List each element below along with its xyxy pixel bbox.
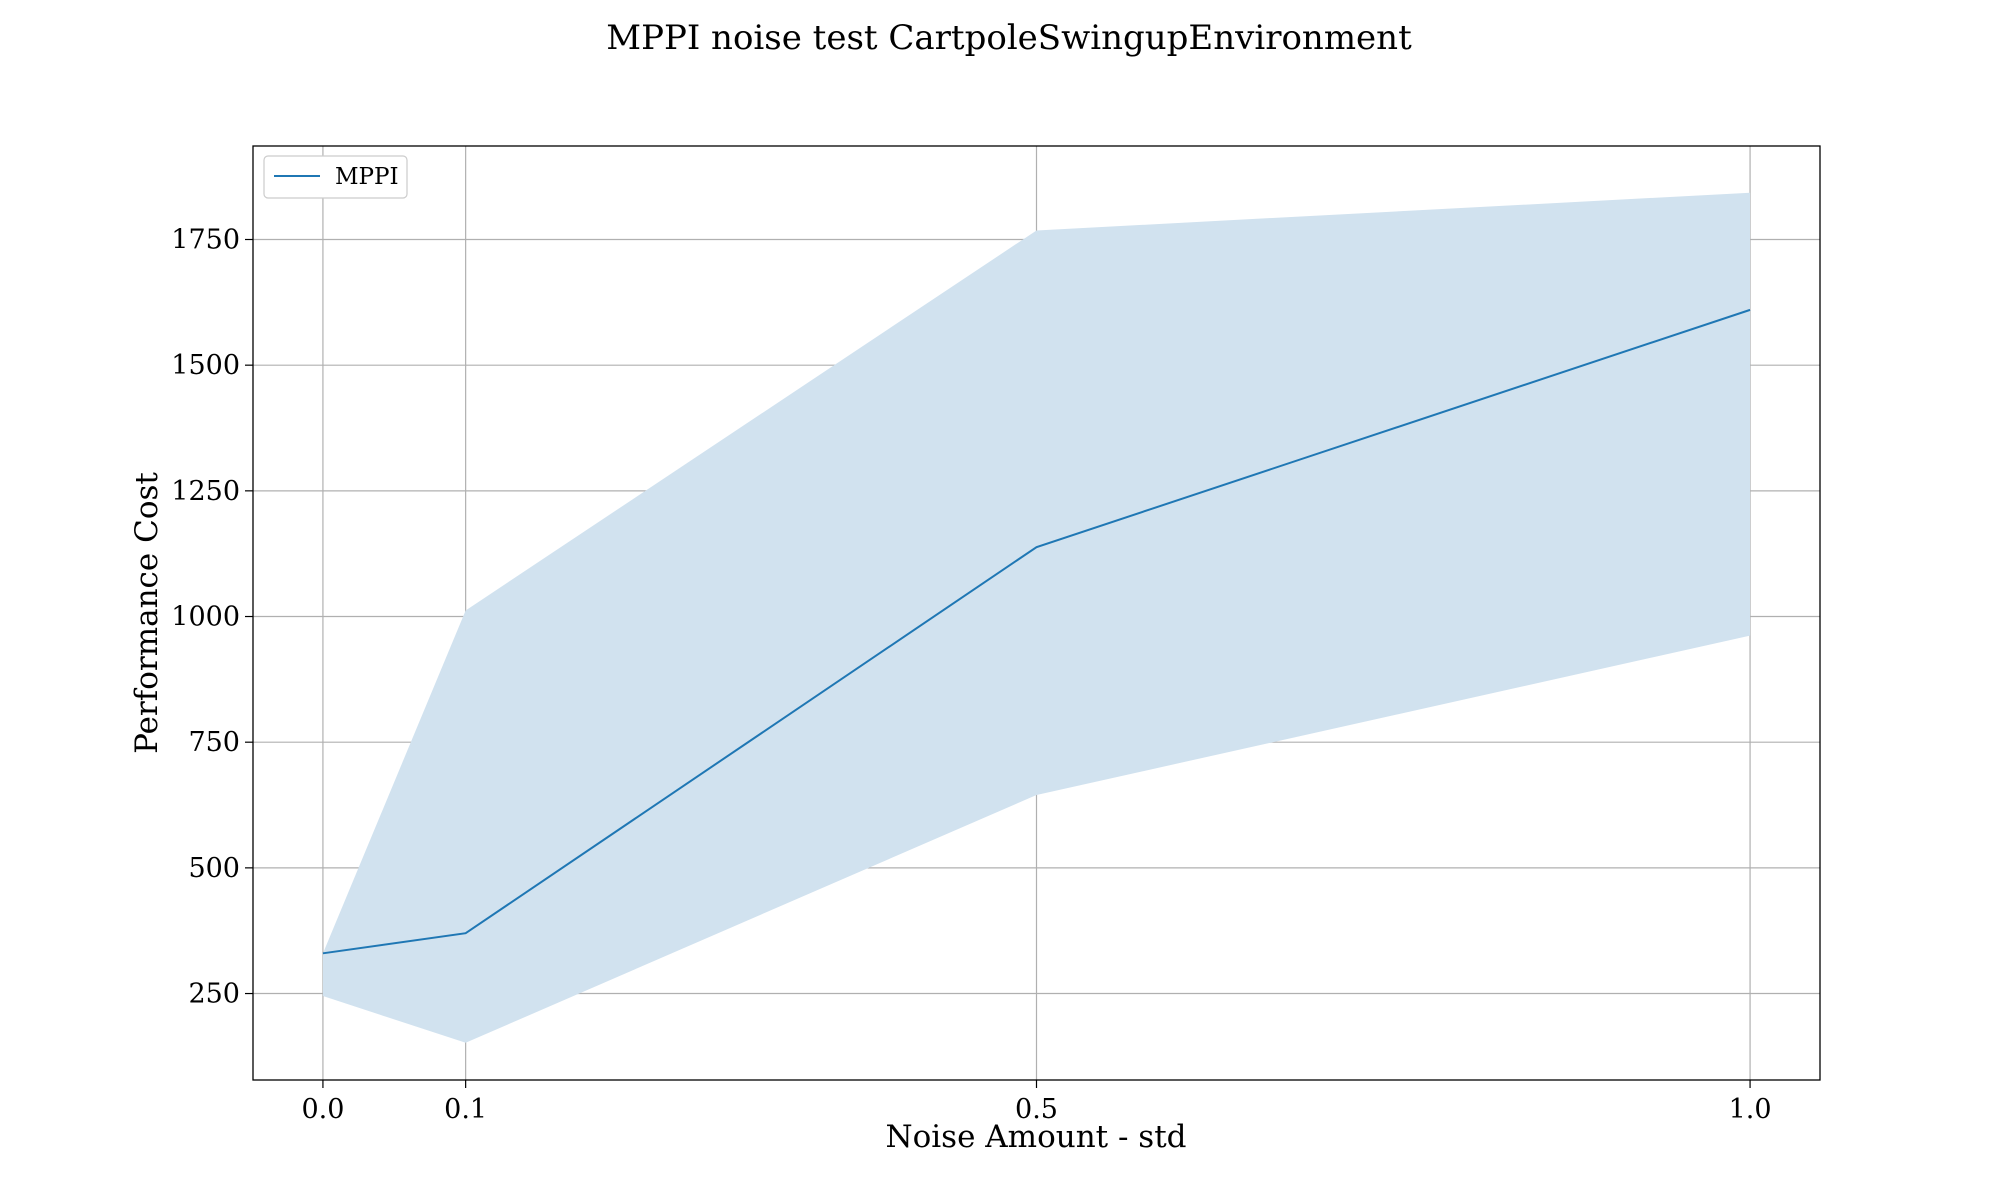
x-axis-ticks: 0.0 0.1 0.5 1.0 (301, 1080, 1772, 1125)
series-lines-layer (322, 308, 1751, 955)
y-tick-label: 1500 (171, 350, 240, 381)
x-tick-label: 0.5 (1015, 1094, 1058, 1125)
y-tick-label: 1250 (171, 476, 240, 507)
x-tick-label: 0.1 (444, 1094, 487, 1125)
x-axis-label: Noise Amount - std (885, 1119, 1186, 1155)
legend-label-mppi: MPPI (335, 164, 399, 190)
y-tick-label: 1750 (171, 225, 240, 256)
y-tick-label: 500 (188, 853, 240, 884)
legend-box (263, 155, 408, 199)
confidence-band-layer (322, 192, 1751, 1043)
series-line-mppi (322, 308, 1751, 955)
x-tick-label: 0.0 (301, 1094, 344, 1125)
y-tick-label: 1000 (171, 602, 240, 633)
x-tick-label: 1.0 (1729, 1094, 1772, 1125)
legend: MPPI (263, 155, 408, 199)
y-tick-label: 250 (188, 979, 240, 1010)
y-axis-ticks: 250 500 750 1000 1250 1500 1750 (171, 225, 253, 1010)
confidence-band (322, 192, 1751, 1043)
y-tick-label: 750 (188, 727, 240, 758)
y-axis-label: Performance Cost (129, 472, 165, 754)
chart-title: MPPI noise test CartpoleSwingupEnvironme… (606, 18, 1412, 58)
